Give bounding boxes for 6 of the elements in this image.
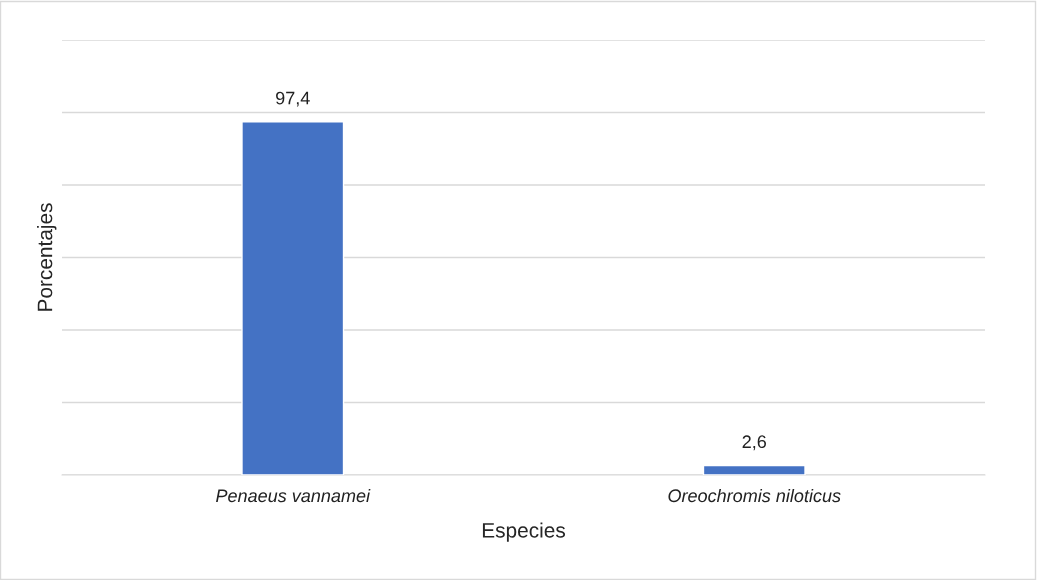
x-axis-title: Especies — [482, 522, 566, 542]
data-label: 2,6 — [742, 435, 767, 451]
x-tick-label: Penaeus vannamei — [216, 488, 371, 503]
y-axis-title: Porcentajes — [37, 203, 57, 311]
x-tick-label: Oreochromis niloticus — [668, 488, 841, 503]
data-label: 97,4 — [276, 91, 310, 107]
